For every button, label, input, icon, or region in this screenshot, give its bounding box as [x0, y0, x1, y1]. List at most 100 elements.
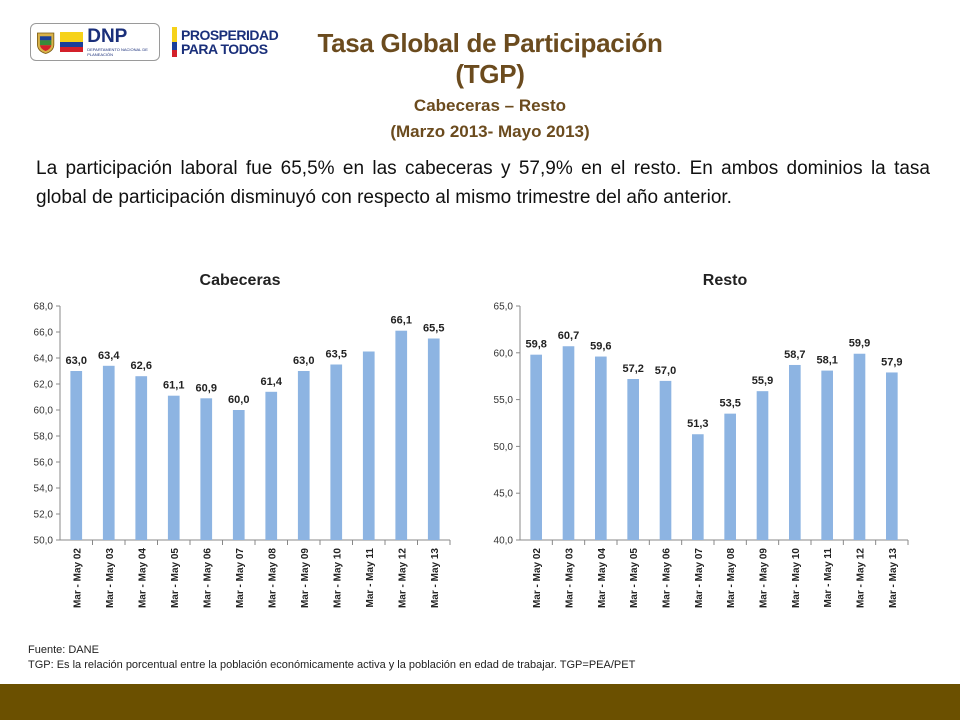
- data-label: 66,1: [391, 315, 412, 327]
- x-tick-label: Mar - May 10: [791, 548, 802, 608]
- title-block: Tasa Global de Participación (TGP) Cabec…: [290, 28, 690, 142]
- x-tick-label: Mar - May 08: [267, 548, 278, 608]
- bar: [627, 379, 639, 540]
- x-tick-label: Mar - May 05: [629, 548, 640, 608]
- data-label: 55,9: [752, 375, 773, 387]
- x-tick-label: Mar - May 09: [300, 548, 311, 608]
- y-tick-label: 68,0: [34, 302, 54, 313]
- dnp-logo-subtext: DEPARTAMENTO NACIONAL DE PLANEACIÓN: [87, 47, 148, 57]
- x-tick-label: Mar - May 06: [662, 548, 673, 608]
- y-tick-label: 45,0: [494, 489, 514, 500]
- data-label: 60,9: [196, 382, 217, 394]
- y-tick-label: 62,0: [34, 380, 54, 391]
- y-tick-label: 54,0: [34, 484, 54, 495]
- dnp-logo-text: DNP: [87, 26, 128, 47]
- data-label: 57,0: [655, 365, 676, 377]
- footer: Fuente: DANE TGP: Es la relación porcent…: [28, 643, 635, 673]
- y-tick-label: 65,0: [494, 302, 514, 313]
- data-label: 60,0: [228, 394, 249, 406]
- data-label: 57,9: [881, 356, 902, 368]
- x-tick-label: Mar - May 12: [397, 548, 408, 608]
- bar: [886, 372, 898, 540]
- x-tick-label: Mar - May 07: [235, 548, 246, 608]
- bar: [853, 353, 866, 540]
- data-label: 63,0: [293, 355, 314, 367]
- bar: [395, 330, 408, 540]
- bar: [724, 413, 736, 540]
- bar: [756, 391, 769, 540]
- data-label: 53,5: [719, 398, 740, 410]
- y-tick-label: 52,0: [34, 510, 54, 521]
- x-tick-label: Mar - May 13: [888, 548, 899, 608]
- prosperidad-line1: PROSPERIDAD: [181, 27, 279, 43]
- data-label: 63,5: [326, 349, 347, 361]
- data-label: 58,7: [784, 349, 805, 361]
- x-tick-label: Mar - May 03: [105, 548, 116, 608]
- page-subtitle: Cabeceras – Resto: [413, 96, 567, 115]
- x-tick-label: Mar - May 02: [532, 548, 543, 608]
- x-tick-label: Mar - May 12: [856, 548, 867, 608]
- bottom-bar: [0, 684, 960, 720]
- y-tick-label: 50,0: [34, 536, 54, 547]
- y-tick-label: 40,0: [494, 536, 514, 547]
- colombia-flag-icon: [60, 32, 84, 52]
- y-tick-label: 58,0: [34, 432, 54, 443]
- data-label: 60,7: [558, 330, 579, 342]
- bar: [70, 371, 83, 540]
- y-tick-label: 50,0: [494, 442, 514, 453]
- x-tick-label: Mar - May 06: [202, 548, 213, 608]
- bar: [362, 351, 375, 540]
- dnp-logo: DNP DEPARTAMENTO NACIONAL DE PLANEACIÓN: [30, 23, 160, 61]
- y-tick-label: 60,0: [494, 348, 514, 359]
- bar: [200, 398, 213, 540]
- bar: [659, 380, 672, 540]
- bar: [562, 346, 575, 540]
- chart-resto: 40,0 45,0 50,0 55,0 60,0 65,0 59,8 Mar - May 02…: [494, 302, 909, 608]
- x-tick-label: Mar - May 13: [430, 548, 441, 608]
- data-label: 59,6: [590, 341, 611, 353]
- data-label: 59,9: [849, 338, 870, 350]
- x-tick-label: Mar - May 03: [565, 548, 576, 608]
- bar: [427, 338, 440, 540]
- chart-title-resto: Resto: [702, 272, 748, 289]
- y-tick-label: 66,0: [34, 328, 54, 339]
- y-tick-label: 60,0: [34, 406, 54, 417]
- x-tick-label: Mar - May 08: [726, 548, 737, 608]
- x-tick-label: Mar - May 09: [759, 548, 770, 608]
- x-tick-label: Mar - May 02: [72, 548, 83, 608]
- y-tick-label: 55,0: [494, 395, 514, 406]
- bar: [330, 364, 343, 540]
- data-label: 61,1: [163, 380, 184, 392]
- bar: [595, 356, 607, 540]
- bar: [297, 371, 310, 540]
- colombia-seal-icon: [37, 32, 55, 54]
- x-tick-label: Mar - May 11: [823, 548, 834, 608]
- chart-cabeceras: 50,0 52,0 54,0 56,0 58,0 60,0 62,0 64,0 66,0 68,0…: [34, 302, 451, 608]
- x-tick-label: Mar - May 11: [365, 548, 376, 608]
- x-tick-label: Mar - May 04: [137, 548, 148, 608]
- x-tick-label: Mar - May 07: [694, 548, 705, 608]
- data-label: 65,5: [423, 323, 444, 335]
- bar: [135, 376, 148, 540]
- logo-area: DNP DEPARTAMENTO NACIONAL DE PLANEACIÓN …: [30, 20, 279, 64]
- bar: [232, 410, 245, 540]
- data-label: 51,3: [687, 418, 708, 430]
- data-label: 63,0: [66, 355, 87, 367]
- prosperidad-line2: PARA TODOS: [181, 41, 268, 57]
- y-tick-label: 64,0: [34, 354, 54, 365]
- data-label: 59,8: [525, 339, 546, 351]
- y-tick-label: 56,0: [34, 458, 54, 469]
- summary-paragraph: La participación laboral fue 65,5% en la…: [36, 158, 930, 208]
- data-label: 61,4: [261, 376, 283, 388]
- bar: [265, 391, 278, 540]
- data-label: 63,4: [98, 350, 120, 362]
- bar: [789, 364, 801, 540]
- prosperidad-logo: PROSPERIDAD PARA TODOS: [172, 27, 279, 57]
- chart-title-cabeceras: Cabeceras: [199, 272, 281, 289]
- x-tick-label: Mar - May 05: [170, 548, 181, 608]
- footer-note: TGP: Es la relación porcentual entre la …: [28, 659, 636, 671]
- prosperidad-flag-icon: [172, 27, 177, 57]
- x-tick-label: Mar - May 10: [332, 548, 343, 608]
- data-label: 57,2: [622, 363, 643, 375]
- bar: [821, 370, 833, 540]
